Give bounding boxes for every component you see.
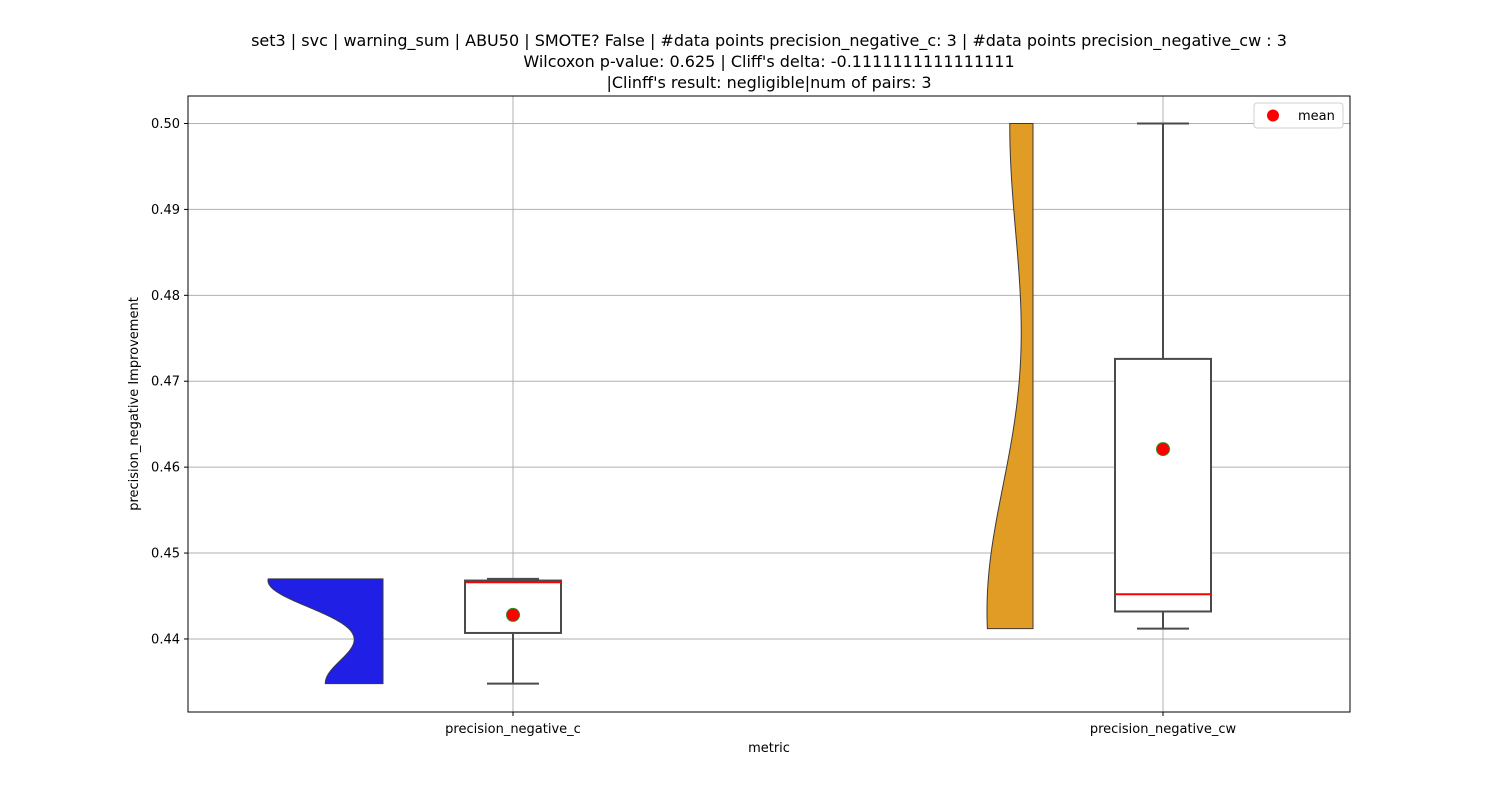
y-tick-label: 0.50 (151, 117, 180, 132)
x-axis-ticks: precision_negative_c precision_negative_c… (445, 712, 1237, 737)
mean-markers (506, 442, 1170, 622)
legend-label-mean: mean (1298, 109, 1335, 124)
y-tick-label: 0.48 (151, 289, 180, 304)
mean-marker-precision-negative-cw (1156, 442, 1170, 457)
title-line-3: |Clinff's result: negligible|num of pair… (606, 73, 931, 92)
y-tick-label: 0.45 (151, 547, 180, 562)
y-axis-label: precision_negative Improvement (127, 297, 142, 511)
boxplots (464, 122, 1212, 685)
y-tick-label: 0.47 (151, 375, 180, 390)
box-precision-negative-cw (1114, 357, 1212, 613)
y-tick-label: 0.46 (151, 461, 180, 476)
legend: mean (1253, 102, 1344, 129)
title-line-2: Wilcoxon p-value: 0.625 | Cliff's delta:… (523, 52, 1014, 71)
x-axis-label: metric (748, 741, 790, 756)
violins (267, 122, 1034, 685)
title-line-1: set3 | svc | warning_sum | ABU50 | SMOTE… (251, 31, 1287, 51)
violin-precision-negative-cw (986, 122, 1034, 630)
y-tick-label: 0.49 (151, 203, 180, 218)
mean-marker-precision-negative-c (506, 607, 520, 622)
legend-mean-marker (1267, 109, 1279, 122)
y-axis-ticks: 0.44 0.45 0.46 0.47 0.48 0.49 0.50 (151, 117, 188, 647)
plot-frame (187, 95, 1351, 713)
box-precision-negative-c (464, 579, 562, 634)
violin-precision-negative-c (267, 578, 384, 685)
legend-box (1253, 102, 1344, 129)
chart-title: set3 | svc | warning_sum | ABU50 | SMOTE… (251, 31, 1287, 92)
x-tick-label: precision_negative_c (445, 722, 581, 737)
y-tick-label: 0.44 (151, 632, 180, 647)
x-tick-label: precision_negative_cw (1090, 722, 1237, 737)
